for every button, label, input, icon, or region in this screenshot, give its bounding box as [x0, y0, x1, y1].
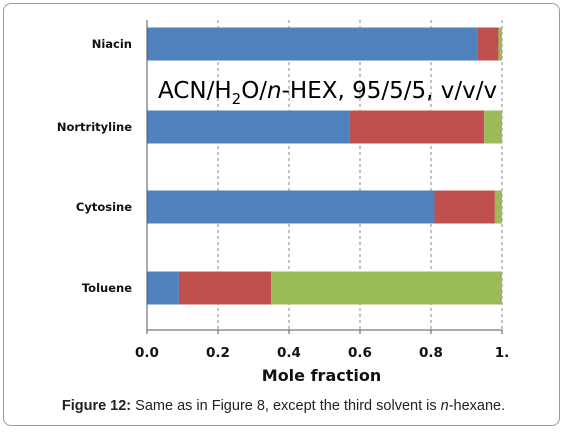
caption-italic: n	[440, 398, 449, 414]
chart-annotation: ACN/H2O/n-HEX, 95/5/5, v/v/v	[158, 78, 497, 108]
bar-segment	[477, 27, 499, 61]
x-axis-label: Mole fraction	[262, 366, 381, 385]
bar-segment	[484, 110, 502, 144]
category-labels: Niacin Nortrityline Cytosine Toluene	[57, 37, 132, 295]
x-tick-label: 0.4	[277, 345, 301, 361]
bars	[147, 27, 502, 305]
x-tick-labels: 0.0 0.2 0.4 0.6 0.8 1.	[135, 330, 509, 361]
x-tick-label: 0.2	[206, 345, 230, 361]
x-tick-label: 0.8	[419, 345, 443, 361]
caption-label: Figure 12:	[61, 398, 132, 414]
bar-segment	[147, 190, 435, 224]
bar-segment	[147, 27, 478, 61]
x-tick-label: 0.0	[135, 345, 159, 361]
bar-segment	[494, 190, 502, 224]
bar-segment	[147, 271, 179, 305]
stacked-bar-chart: Niacin Nortrityline Cytosine Toluene 0.0 0.2…	[57, 20, 509, 385]
bar-segment	[498, 27, 502, 61]
bar-segment	[178, 271, 272, 305]
x-tick-label: 1.	[495, 345, 510, 361]
category-label: Nortrityline	[57, 120, 132, 134]
category-label: Niacin	[92, 37, 132, 51]
bar-segment	[349, 110, 485, 144]
bar-segment	[434, 190, 495, 224]
category-label: Cytosine	[76, 200, 132, 214]
bar-segment	[271, 271, 502, 305]
x-tick-label: 0.6	[348, 345, 372, 361]
category-label: Toluene	[82, 281, 132, 295]
bar-segment	[147, 110, 350, 144]
caption-text-after: -hexane.	[448, 398, 506, 414]
caption-text-before: Same as in Figure 8, except the third so…	[131, 398, 441, 414]
figure-caption: Figure 12: Same as in Figure 8, except t…	[0, 398, 567, 414]
